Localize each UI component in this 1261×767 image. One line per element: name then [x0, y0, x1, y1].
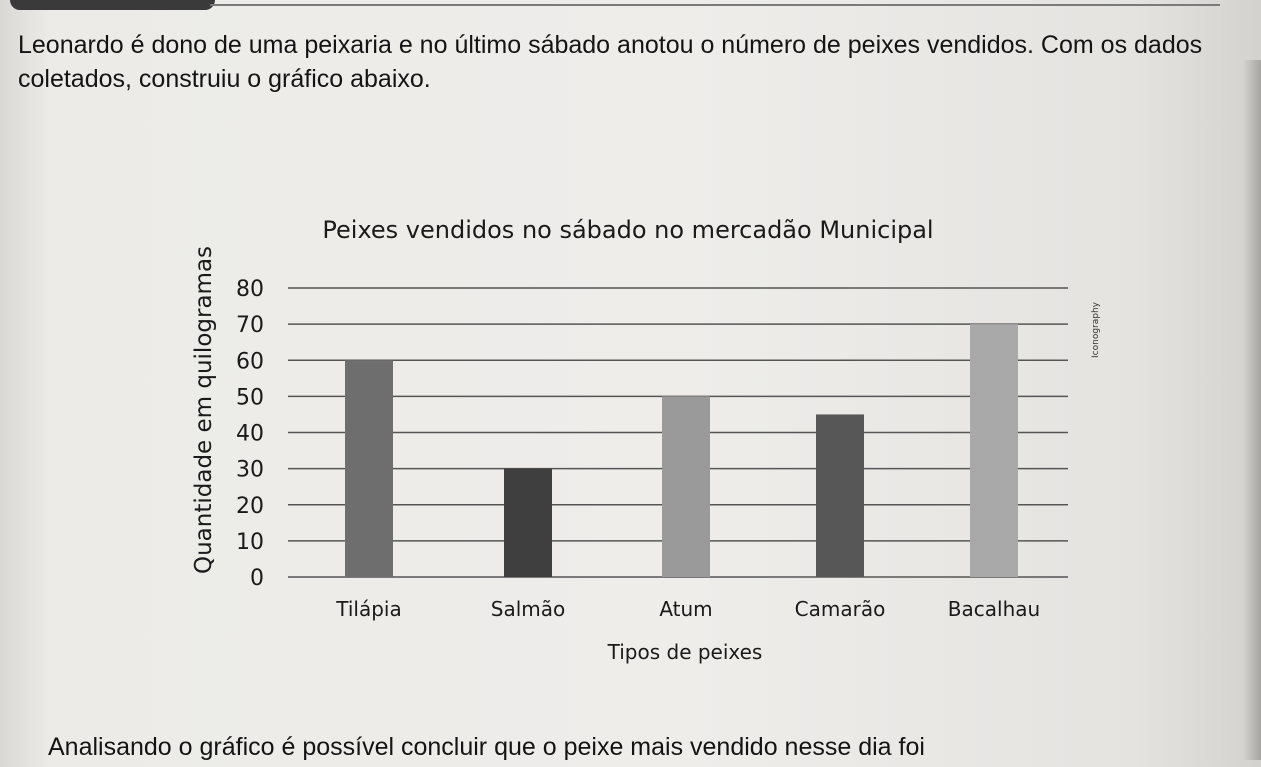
bar-atum [662, 396, 710, 577]
bar-salmão [504, 468, 552, 577]
header-rule [210, 4, 1220, 6]
y-tick-label: 70 [236, 313, 264, 338]
bar-camarão [816, 414, 864, 577]
x-tick-label: Bacalhau [948, 597, 1040, 621]
x-tick-label: Tilápia [335, 597, 401, 621]
y-tick-label: 50 [236, 385, 264, 410]
x-tick-label: Salmão [491, 597, 565, 621]
y-tick-label: 10 [236, 530, 264, 555]
x-tick-label: Atum [659, 597, 712, 621]
bar-bacalhau [970, 324, 1018, 577]
y-tick-label: 80 [236, 277, 264, 302]
chart-title: Peixes vendidos no sábado no mercadão Mu… [322, 216, 933, 244]
bars [345, 324, 1018, 577]
side-credit: Iconography [1091, 301, 1101, 358]
bar-tilápia [345, 360, 393, 577]
y-tick-labels: 0 10 20 30 40 50 60 70 80 [236, 277, 264, 591]
header-tab [10, 0, 215, 10]
x-axis-label: Tipos de peixes [607, 640, 763, 664]
question-text: Analisando o gráfico é possível concluir… [48, 733, 925, 761]
y-tick-label: 40 [236, 422, 264, 447]
y-tick-label: 20 [236, 494, 264, 519]
intro-paragraph: Leonardo é dono de uma peixaria e no últ… [18, 31, 1203, 93]
page-edge-shadow [1243, 60, 1261, 760]
x-tick-label: Camarão [795, 597, 886, 621]
y-tick-label: 60 [236, 349, 264, 374]
y-axis-label: Quantidade em quilogramas [191, 246, 217, 574]
y-tick-label: 0 [250, 566, 264, 591]
x-tick-labels: Tilápia Salmão Atum Camarão Bacalhau [335, 597, 1040, 621]
y-tick-label: 30 [236, 458, 264, 483]
